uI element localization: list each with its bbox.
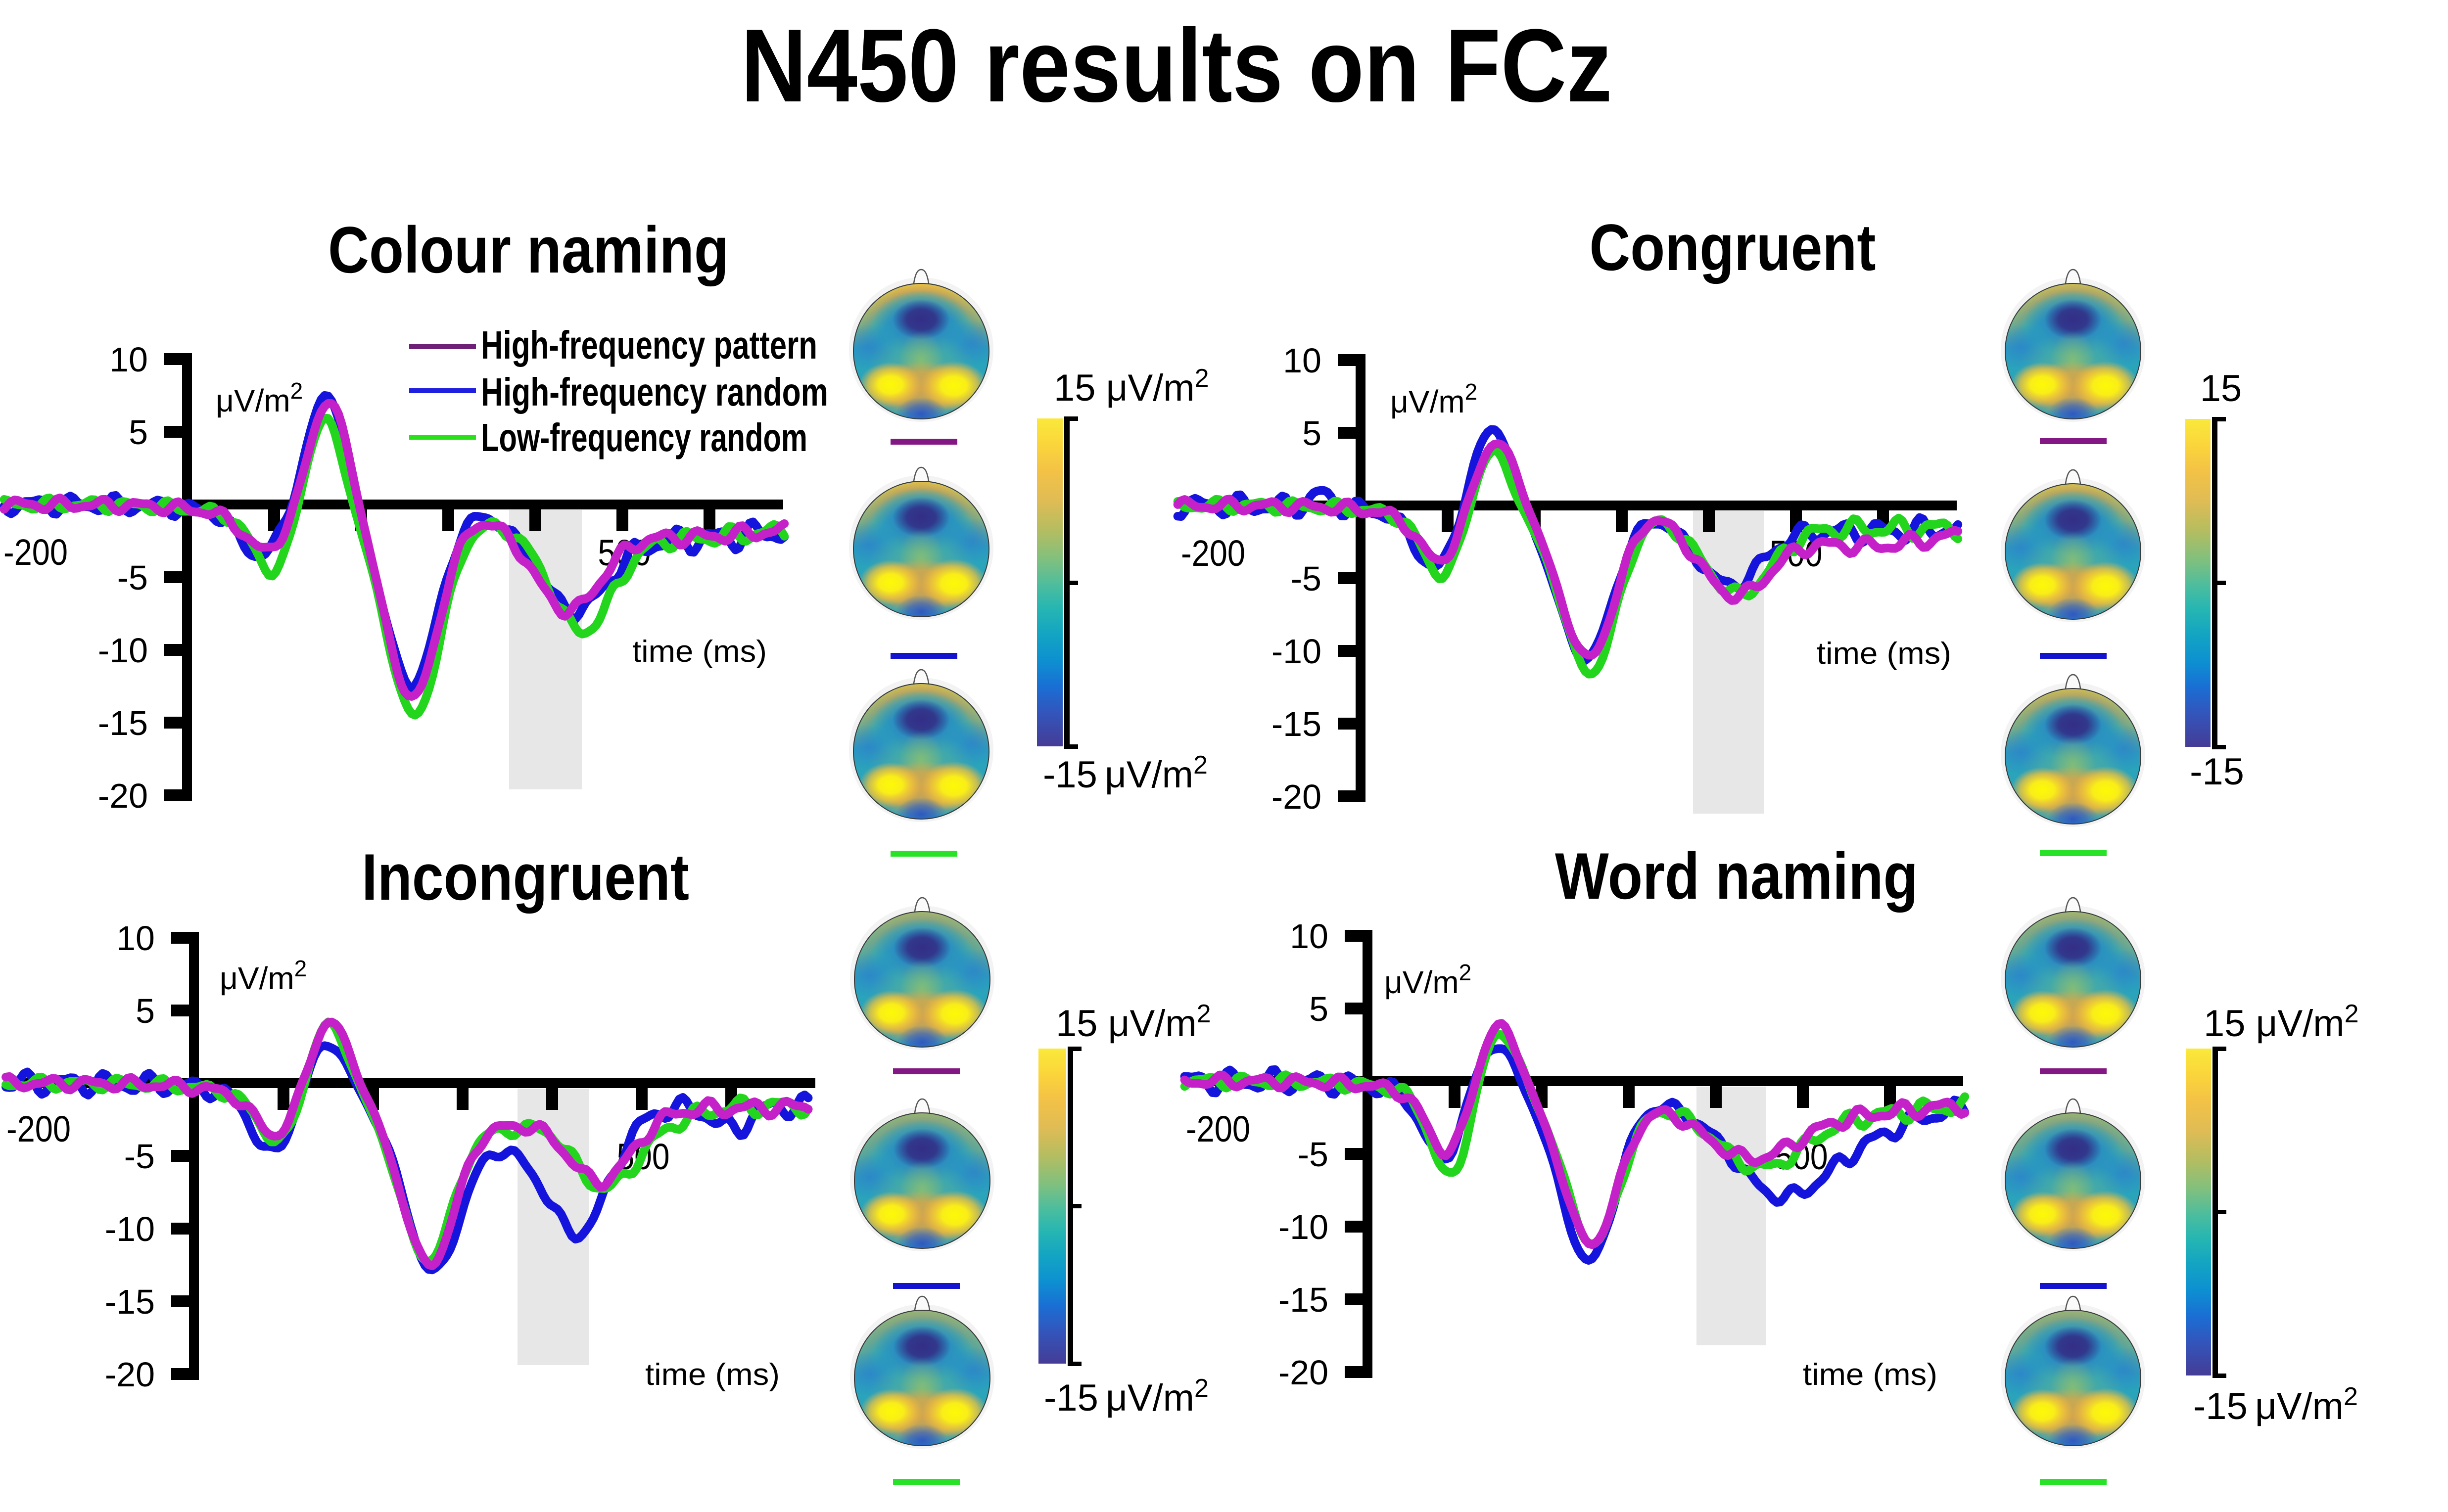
svg-text:Word naming: Word naming [1555,840,1918,913]
svg-text:-5: -5 [1291,559,1321,598]
svg-text:-15 μV/m2: -15 μV/m2 [1044,1374,1209,1419]
svg-text:Incongruent: Incongruent [362,841,689,914]
svg-text:time (ms): time (ms) [1817,637,1951,671]
svg-text:15: 15 [2200,367,2242,410]
svg-text:10: 10 [116,919,155,958]
svg-text:-15: -15 [1271,705,1321,743]
svg-text:-20: -20 [98,777,148,815]
svg-text:-15: -15 [105,1283,155,1321]
svg-text:-15 μV/m2: -15 μV/m2 [2193,1382,2358,1427]
svg-text:-20: -20 [105,1355,155,1394]
svg-text:time (ms): time (ms) [1803,1358,1937,1392]
svg-text:-10: -10 [98,631,148,670]
svg-text:-15: -15 [1278,1281,1328,1319]
svg-text:-10: -10 [105,1210,155,1248]
svg-text:10: 10 [1283,341,1321,380]
svg-text:-200: -200 [1181,533,1245,574]
svg-text:-5: -5 [1298,1135,1328,1174]
svg-text:-20: -20 [1278,1353,1328,1392]
svg-text:time (ms): time (ms) [632,635,767,669]
svg-text:5: 5 [129,413,148,452]
svg-text:-200: -200 [3,532,68,573]
svg-text:15 μV/m2: 15 μV/m2 [1056,1000,1211,1045]
svg-text:5: 5 [1309,990,1328,1028]
svg-text:-10: -10 [1271,632,1321,671]
svg-text:time (ms): time (ms) [645,1358,780,1392]
svg-text:-5: -5 [124,1137,155,1176]
svg-text:N450 results on FCz: N450 results on FCz [741,7,1612,124]
svg-text:-10: -10 [1278,1208,1328,1246]
svg-text:15 μV/m2: 15 μV/m2 [2204,1000,2358,1045]
svg-text:5: 5 [1302,414,1321,453]
svg-text:5: 5 [136,992,155,1030]
svg-text:μV/m2: μV/m2 [1390,379,1477,419]
svg-text:μV/m2: μV/m2 [220,956,307,996]
svg-text:-15: -15 [98,704,148,742]
svg-text:-15 μV/m2: -15 μV/m2 [1043,751,1208,796]
svg-text:-200: -200 [1186,1108,1250,1149]
svg-text:High-frequency random: High-frequency random [481,370,828,414]
svg-text:10: 10 [1290,917,1328,956]
svg-text:10: 10 [109,340,148,379]
svg-text:High-frequency pattern: High-frequency pattern [481,323,817,367]
svg-text:-15: -15 [2190,751,2244,793]
svg-text:Colour naming: Colour naming [328,214,729,287]
svg-text:-200: -200 [6,1108,71,1149]
svg-text:-20: -20 [1271,778,1321,816]
svg-text:μV/m2: μV/m2 [1384,960,1471,1000]
svg-text:Congruent: Congruent [1590,211,1876,284]
svg-text:15 μV/m2: 15 μV/m2 [1054,364,1209,409]
svg-text:Low-frequency random: Low-frequency random [481,415,807,459]
svg-text:μV/m2: μV/m2 [216,378,303,418]
svg-text:-5: -5 [117,558,148,597]
